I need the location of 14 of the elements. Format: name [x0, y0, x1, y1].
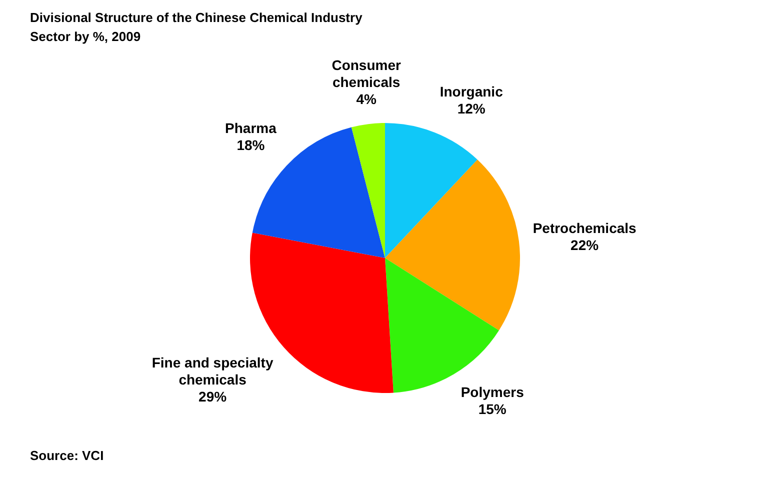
slice-label: Polymers — [460, 384, 524, 400]
slice-label: Consumer chemicals — [332, 57, 402, 90]
slice-label: Inorganic — [440, 83, 504, 100]
slice-label: Fine and specialty chemicals — [152, 354, 274, 388]
data-label: 15% — [478, 401, 507, 418]
data-label: 12% — [457, 100, 486, 116]
slice-label: Petrochemicals — [532, 220, 637, 236]
data-label: 29% — [198, 388, 228, 404]
slice-label: Pharma — [225, 120, 277, 136]
data-label: 18% — [236, 136, 266, 153]
data-label: 4% — [356, 91, 377, 108]
chart-title: Divisional Structure of the Chinese Chemical Industry Sector by %, 2009 — [30, 10, 364, 44]
data-label: 22% — [570, 237, 600, 254]
source-note: Source: VCI — [30, 448, 104, 464]
